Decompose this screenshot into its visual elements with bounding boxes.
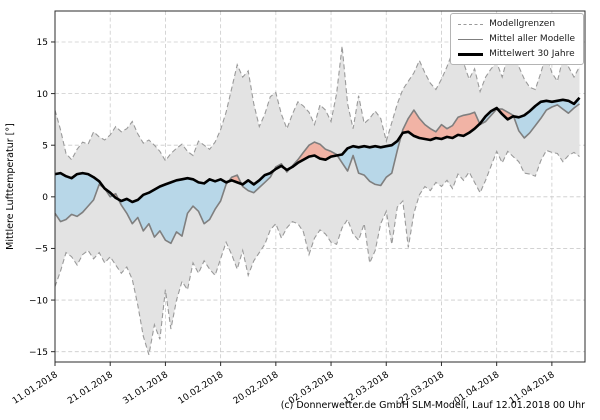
legend-label: Modellgrenzen xyxy=(489,19,556,29)
y-tick-label: 10 xyxy=(37,90,49,100)
legend-item-modellgrenzen: Modellgrenzen xyxy=(458,18,575,30)
upper-bound-line xyxy=(54,28,580,162)
y-tick-label: −10 xyxy=(29,296,48,306)
x-tick-label: 11.01.2018 xyxy=(11,370,60,407)
plot-border xyxy=(54,10,586,363)
chart-legend: Modellgrenzen Mittel aller Modelle Mitte… xyxy=(450,13,584,65)
x-tick-label: 31.01.2018 xyxy=(121,370,170,407)
legend-label: Mittelwert 30 Jahre xyxy=(489,49,575,59)
legend-item-mittel-aller-modelle: Mittel aller Modelle xyxy=(458,33,575,45)
y-tick-label: 15 xyxy=(37,38,48,48)
y-axis-label: Mittlere Lufttemperatur [°] xyxy=(5,123,16,250)
gray-line-icon xyxy=(458,38,484,40)
attribution-text: (c) Donnerwetter.de GmbH SLM-Modell, Lau… xyxy=(280,400,585,411)
black-line-icon xyxy=(458,52,484,56)
model-mean-line xyxy=(54,103,580,245)
model-range-band xyxy=(55,28,580,355)
x-tick-label: 20.02.2018 xyxy=(232,370,281,407)
y-tick-label: −15 xyxy=(29,348,48,358)
dashed-line-icon xyxy=(458,23,484,25)
y-tick-label: 0 xyxy=(42,193,48,203)
legend-label: Mittel aller Modelle xyxy=(489,34,575,44)
lower-bound-line xyxy=(54,149,580,355)
y-tick-label: −5 xyxy=(35,245,48,255)
x-tick-label: 10.02.2018 xyxy=(177,370,226,407)
legend-item-mittelwert-30-jahre: Mittelwert 30 Jahre xyxy=(458,48,575,60)
above-average-fill xyxy=(55,97,580,202)
below-average-fill xyxy=(55,97,580,244)
y-tick-label: 5 xyxy=(42,141,48,151)
x-tick-label: 21.01.2018 xyxy=(66,370,115,407)
climate-mean-line xyxy=(54,96,581,204)
